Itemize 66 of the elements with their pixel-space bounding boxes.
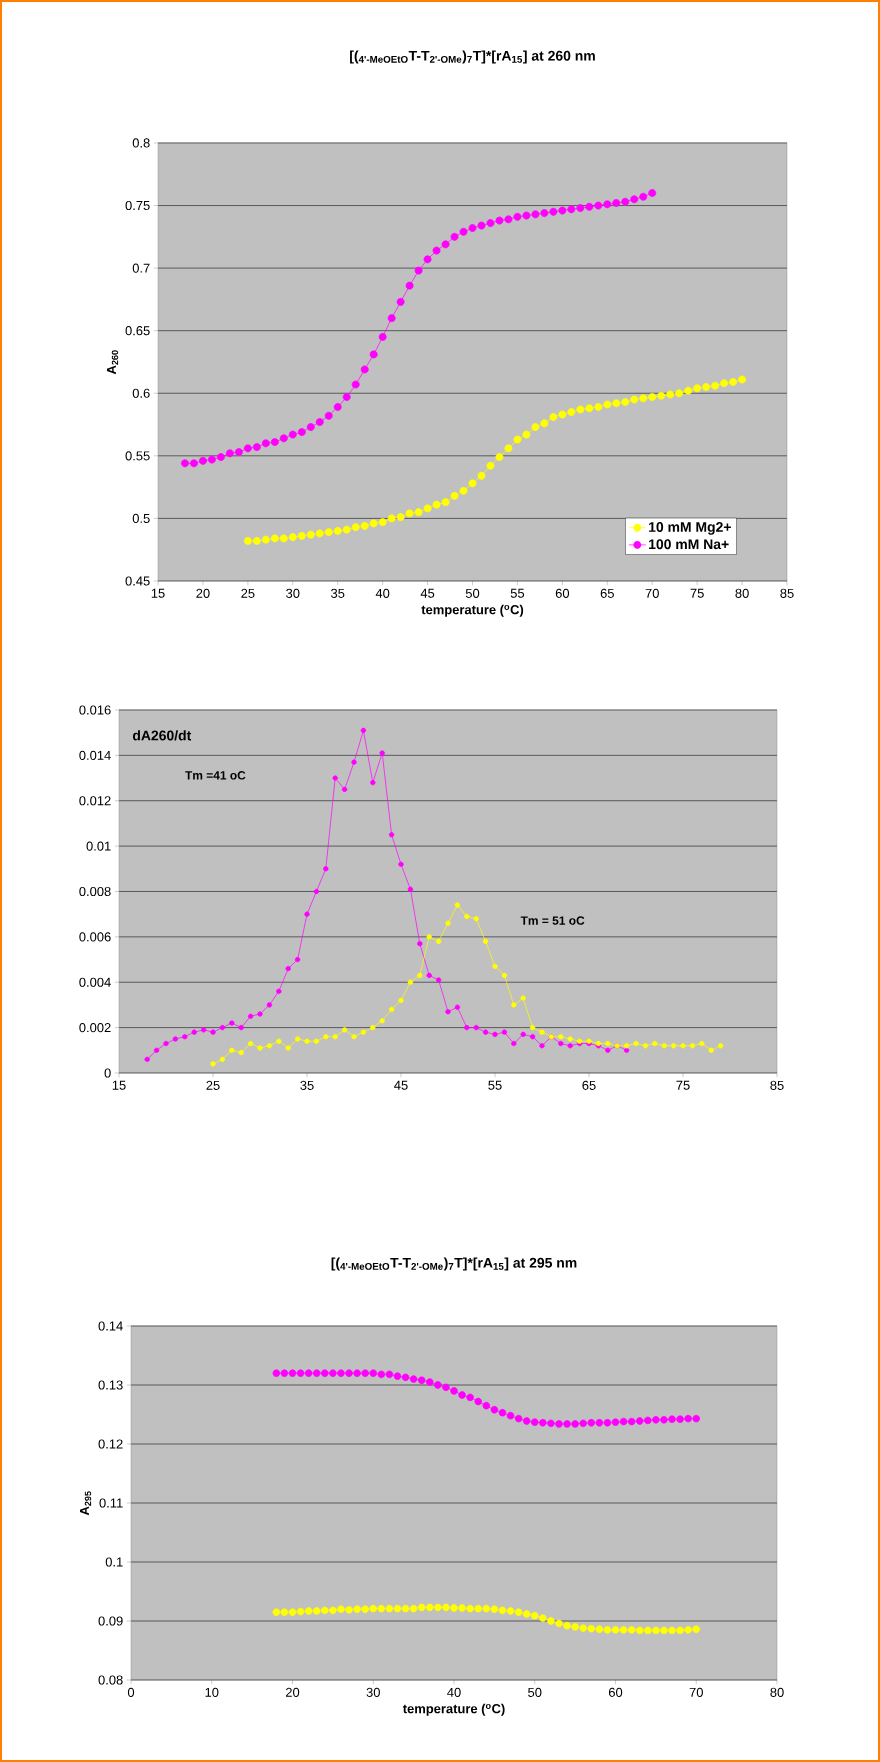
y-tick-label: 0.45: [125, 576, 150, 586]
y-tick-label: 0.006: [79, 932, 111, 942]
chart-title: [($_{4'-MeOEtO}$T-T$_{2'-OMe}$)$_{7}$T]*[rA$_{15}$] at 295 nm: [331, 1257, 577, 1271]
x-tick-label: 30: [366, 1687, 380, 1697]
legend-label: 10 mM Mg2+: [649, 522, 731, 535]
x-tick-label: 80: [735, 588, 749, 598]
x-tick-label: 70: [689, 1687, 703, 1697]
annotation: Tm =41 oC: [185, 771, 246, 780]
x-tick-label: 35: [331, 588, 345, 598]
x-tick-label: 70: [645, 588, 659, 598]
x-tick-label: 20: [196, 588, 210, 598]
y-tick-label: 0.8: [132, 138, 150, 148]
y-tick-label: 0.55: [125, 451, 150, 461]
x-axis-title: temperature ($^{o}$C): [402, 1703, 505, 1716]
x-tick-label: 75: [676, 1080, 690, 1090]
y-tick-label: 0.14: [98, 1321, 123, 1331]
x-tick-label: 80: [770, 1687, 784, 1697]
annotation: dA260/dt: [132, 730, 192, 741]
x-tick-label: 40: [375, 588, 390, 598]
y-tick-label: 0.012: [79, 796, 111, 806]
x-tick-label: 50: [528, 1687, 542, 1697]
x-tick-label: 35: [300, 1080, 314, 1090]
y-tick-label: 0.5: [132, 513, 150, 523]
x-tick-label: 55: [510, 588, 525, 598]
x-tick-label: 15: [112, 1080, 126, 1090]
x-tick-label: 40: [447, 1687, 461, 1697]
y-tick-label: 0.1: [105, 1557, 123, 1567]
legend-label: 100 mM Na+: [649, 539, 729, 550]
x-tick-label: 65: [582, 1080, 596, 1090]
x-tick-label: 75: [690, 588, 704, 598]
x-tick-label: 25: [241, 588, 255, 598]
y-tick-label: 0.08: [98, 1675, 123, 1685]
x-tick-label: 50: [465, 588, 480, 598]
x-tick-label: 30: [286, 588, 300, 598]
y-tick-label: 0.09: [98, 1616, 123, 1626]
x-tick-label: 85: [770, 1080, 784, 1090]
y-axis-title: A$_{295}$: [79, 1491, 92, 1516]
y-tick-label: 0: [104, 1068, 111, 1078]
x-tick-label: 45: [394, 1080, 408, 1090]
y-tick-label: 0.12: [98, 1439, 123, 1449]
x-tick-label: 20: [285, 1687, 300, 1697]
y-tick-label: 0.11: [99, 1498, 123, 1508]
y-tick-label: 0.002: [79, 1023, 111, 1033]
annotation: Tm = 51 oC: [520, 916, 585, 925]
x-tick-label: 60: [555, 588, 570, 598]
y-tick-label: 0.016: [79, 705, 111, 715]
y-tick-label: 0.008: [79, 886, 111, 897]
y-tick-label: 0.01: [86, 841, 111, 851]
x-tick-label: 85: [780, 588, 794, 598]
y-tick-label: 0.6: [132, 388, 150, 398]
y-tick-label: 0.014: [79, 750, 111, 760]
y-tick-label: 0.7: [132, 263, 150, 273]
x-tick-label: 65: [600, 588, 614, 598]
y-tick-label: 0.004: [79, 977, 111, 987]
x-tick-label: 10: [205, 1687, 219, 1697]
y-tick-label: 0.65: [125, 326, 150, 336]
x-tick-label: 15: [151, 588, 165, 598]
x-tick-label: 60: [608, 1687, 623, 1697]
chart-title: [($_{4'-MeOEtO}$T-T$_{2'-OMe}$)$_{7}$T]*[rA$_{15}$] at 260 nm: [350, 50, 595, 64]
y-axis-title: A$_{260}$: [106, 350, 119, 375]
y-tick-label: 0.13: [98, 1380, 123, 1390]
y-tick-label: 0.75: [125, 200, 150, 211]
x-tick-label: 45: [420, 588, 435, 598]
x-tick-label: 55: [488, 1080, 502, 1090]
x-tick-label: 25: [206, 1080, 220, 1090]
x-axis-title: temperature ($^{o}$C): [421, 604, 524, 617]
